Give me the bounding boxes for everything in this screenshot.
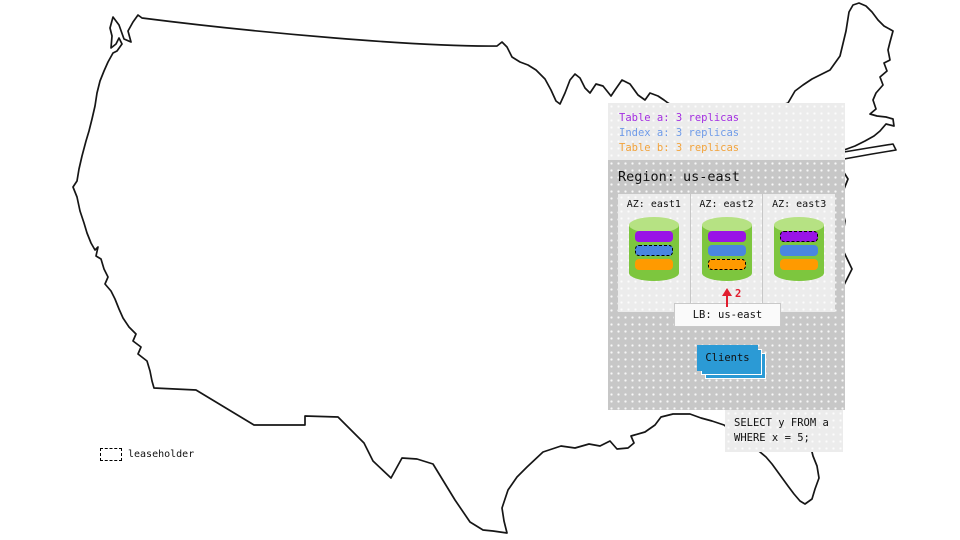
replica-table-a-leaseholder	[780, 231, 819, 242]
region-title: Region: us-east	[618, 169, 740, 185]
sql-query-box: SELECT y FROM a WHERE x = 5;	[725, 410, 843, 452]
az-east2: AZ: east2	[689, 194, 763, 312]
database-cylinder-east1	[628, 217, 679, 281]
clients-box: Clients	[697, 345, 758, 371]
step-arrow-stem	[726, 295, 728, 307]
leaseholder-key-label: leaseholder	[128, 449, 195, 460]
replica-bars-east3	[780, 231, 819, 270]
leaseholder-dashed-swatch-icon	[100, 448, 122, 461]
load-balancer-box: LB: us-east	[674, 303, 781, 327]
long-island-outline	[843, 143, 897, 160]
az-east1: AZ: east1	[618, 194, 690, 312]
az-east2-label: AZ: east2	[699, 199, 754, 210]
leaseholder-key: leaseholder	[100, 448, 194, 461]
replica-index-a-leaseholder	[634, 245, 673, 256]
region-box: Region: us-east AZ: east1 AZ: east2	[608, 160, 845, 410]
topology-panel: Table a: 3 replicas Index a: 3 replicas …	[608, 103, 845, 410]
database-cylinder-east3	[774, 217, 825, 281]
sql-query-line1: SELECT y FROM a	[734, 417, 829, 429]
cylinder-top	[701, 217, 752, 233]
az-east3: AZ: east3	[762, 194, 835, 312]
database-cylinder-east2	[701, 217, 752, 281]
legend-index-a: Index a: 3 replicas	[619, 127, 740, 139]
legend-table-b: Table b: 3 replicas	[619, 142, 740, 154]
az-container: AZ: east1 AZ: east2	[618, 194, 835, 312]
cylinder-top	[628, 217, 679, 233]
replica-legend: Table a: 3 replicas Index a: 3 replicas …	[608, 103, 845, 160]
clients-stack: Clients	[697, 345, 767, 379]
cylinder-top	[774, 217, 825, 233]
legend-table-a: Table a: 3 replicas	[619, 112, 740, 124]
replica-table-a	[707, 231, 746, 242]
az-east3-label: AZ: east3	[772, 199, 827, 210]
replica-table-b	[634, 259, 673, 270]
sql-query-line2: WHERE x = 5;	[734, 432, 810, 444]
replica-bars-east1	[634, 231, 673, 270]
replica-index-a	[780, 245, 819, 256]
replica-bars-east2	[707, 231, 746, 270]
replica-table-a	[634, 231, 673, 242]
step-arrow-icon	[722, 288, 732, 296]
replica-table-b	[780, 259, 819, 270]
replica-index-a	[707, 245, 746, 256]
step-number: 2	[735, 288, 742, 300]
az-east1-label: AZ: east1	[626, 199, 681, 210]
replica-table-b-leaseholder	[707, 259, 746, 270]
